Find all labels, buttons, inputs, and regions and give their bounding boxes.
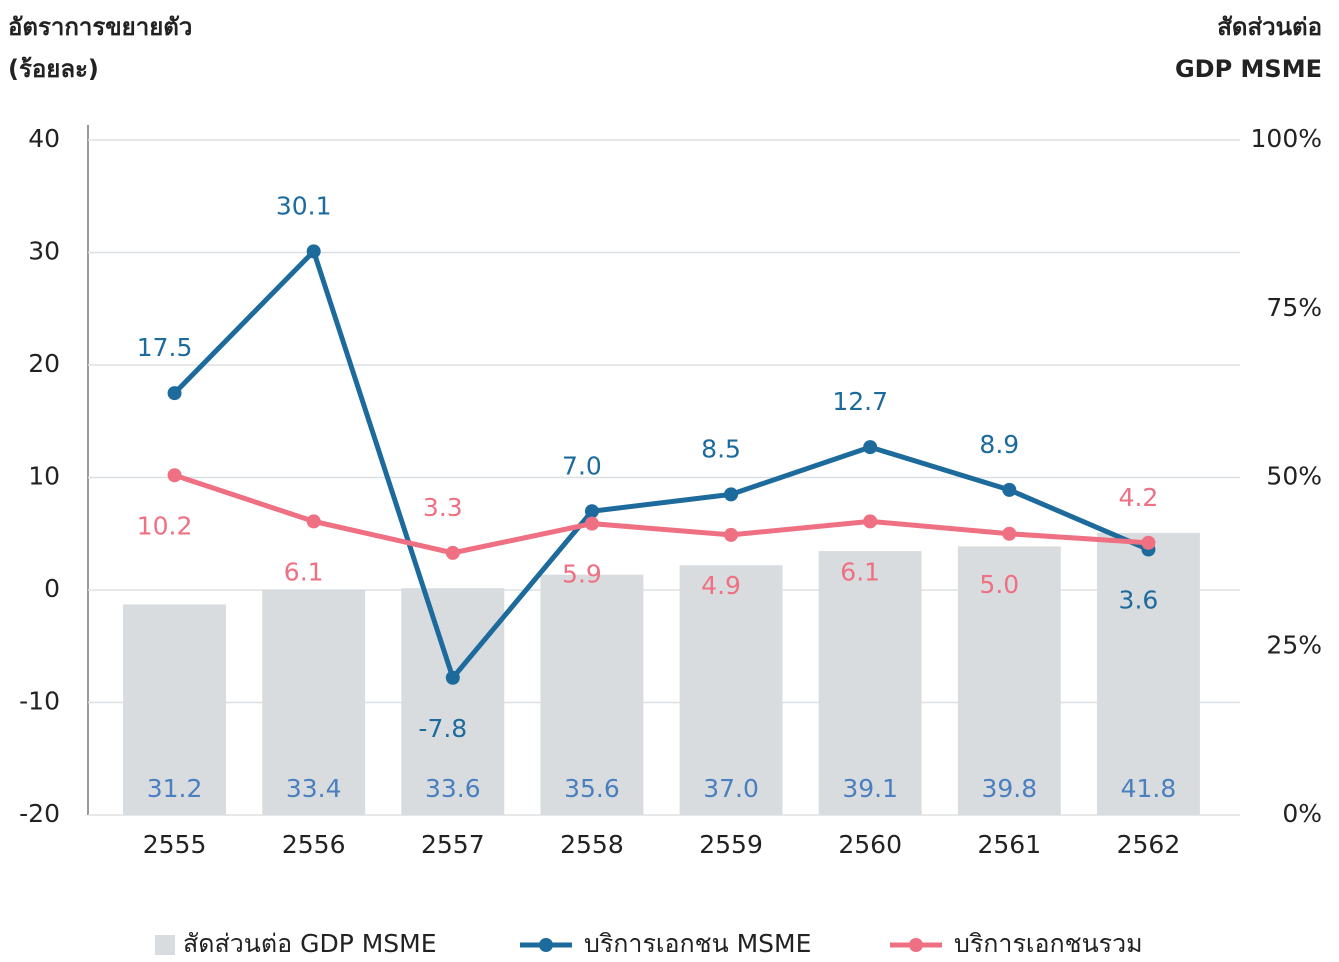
y2-tick-label: 0% [1282,799,1322,828]
line-value-label: 5.9 [562,560,602,589]
legend-label: บริการเอกชน MSME [584,929,811,958]
line-point [167,386,182,401]
line-point [724,487,739,502]
bar [123,604,227,815]
bar-value-label: 39.1 [842,774,898,803]
x-tick-label: 2560 [838,830,902,859]
x-tick-label: 2556 [282,830,346,859]
line [172,248,1150,681]
bar-value-label: 31.2 [147,774,203,803]
y2-tick-label: 25% [1266,630,1322,659]
line [173,472,1149,556]
x-tick-label: 2562 [1117,830,1181,859]
y2-tick-label: 50% [1266,462,1322,491]
bar [1096,532,1200,815]
y-tick-label: -20 [19,799,60,828]
bar [401,588,505,815]
y2-axis-title: GDP MSME [1175,55,1322,83]
legend-label: สัดส่วนต่อ GDP MSME [183,929,437,958]
bar-value-label: 41.8 [1121,774,1177,803]
bar-value-label: 37.0 [703,774,759,803]
bar [540,574,644,815]
bar [262,589,366,815]
legend-swatch [909,938,923,952]
line-point [1002,526,1017,541]
y-tick-label: 0 [44,574,60,603]
y-tick-label: 20 [28,349,60,378]
line-value-label: 17.5 [137,333,193,362]
bar-value-label: 35.6 [564,774,620,803]
line-value-label: 8.5 [701,434,741,463]
line-point [1141,535,1156,550]
line-value-label: -7.8 [418,714,467,743]
x-tick-label: 2557 [421,830,485,859]
legend-swatch [539,938,553,952]
legend-swatch [155,935,175,955]
x-tick-label: 2559 [699,830,763,859]
line-point [167,468,182,483]
line-point [584,504,599,519]
line-value-label: 4.9 [701,571,741,600]
bar-value-label: 33.4 [286,774,342,803]
y2-tick-label: 75% [1266,293,1322,322]
line-point [306,244,321,259]
line-value-label: 30.1 [276,191,332,220]
y2-axis-title: สัดส่วนต่อ [1217,13,1322,41]
y-axis-title: อัตราการขยายตัว [8,13,192,41]
line-value-label: 3.6 [1119,586,1159,615]
line-value-label: 4.2 [1119,483,1159,512]
y-tick-label: 10 [28,462,60,491]
bar [957,546,1061,815]
bar-value-label: 39.8 [981,774,1037,803]
x-tick-label: 2558 [560,830,624,859]
y-tick-label: 30 [28,237,60,266]
bar-value-label: 33.6 [425,774,481,803]
line-point [863,440,878,455]
x-tick-label: 2555 [143,830,207,859]
line-point [863,514,878,529]
legend-label: บริการเอกชนรวม [954,929,1143,958]
y-axis-title: (ร้อยละ) [8,55,99,83]
line-point [445,670,460,685]
line-point [724,527,739,542]
line-value-label: 12.7 [832,387,888,416]
line-value-label: 6.1 [840,557,880,586]
bar [679,565,783,815]
line-value-label: 3.3 [423,493,463,522]
line-point [306,514,321,529]
line-value-label: 5.0 [979,570,1019,599]
x-tick-label: 2561 [978,830,1042,859]
line-point [584,516,599,531]
line-value-label: 6.1 [284,557,324,586]
line-value-label: 10.2 [137,511,193,540]
line-value-label: 8.9 [979,430,1019,459]
line-point [445,545,460,560]
y2-tick-label: 100% [1251,124,1322,153]
y-tick-label: -10 [19,687,60,716]
line-point [1002,482,1017,497]
y-tick-label: 40 [28,124,60,153]
line-value-label: 7.0 [562,451,602,480]
bar [818,551,922,815]
